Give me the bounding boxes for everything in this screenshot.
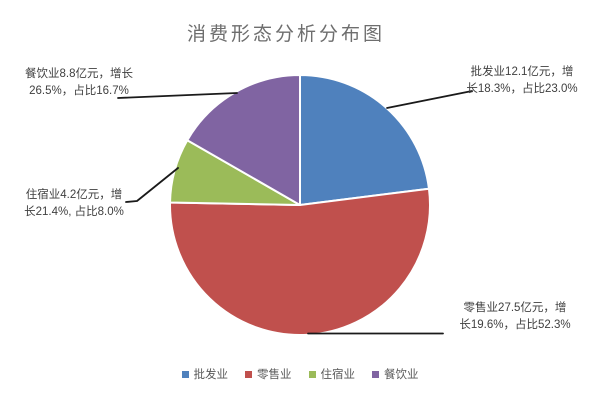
leader-line-wholesale [386,90,473,109]
data-label-retail: 零售业27.5亿元，增 长19.6%，占比52.3% [438,300,592,334]
pie-slice-批发业 [299,74,430,206]
legend-label-retail: 零售业 [257,369,292,381]
data-label-catering-line1: 餐饮业8.8亿元，增长 [25,68,133,80]
legend-label-wholesale: 批发业 [193,369,229,381]
data-label-wholesale-line2: 长18.3%，占比23.0% [466,83,578,95]
chart-title: 消费形态分析分布图 [186,24,385,45]
legend-item-accommodation: 住宿业 [308,366,356,382]
legend-swatch-accommodation-icon [308,370,316,378]
data-label-catering-line2: 26.5%，占比16.7% [29,85,129,97]
legend-item-catering: 餐饮业 [372,366,419,382]
legend: 批发业 零售业 住宿业 餐饮业 [0,366,600,382]
data-label-accommodation-line2: 长21.4%, 占比8.0% [24,206,124,218]
data-label-accommodation-line1: 住宿业4.2亿元，增 [25,189,123,201]
legend-swatch-retail-icon [245,370,252,378]
leader-lines [117,90,473,335]
leader-line-accommodation [125,167,179,203]
legend-item-retail: 零售业 [245,366,292,382]
leader-line-catering [117,92,238,99]
pie-group [169,74,431,336]
data-label-catering: 餐饮业8.8亿元，增长 26.5%，占比16.7% [2,66,156,100]
data-label-accommodation: 住宿业4.2亿元，增 长21.4%, 占比8.0% [8,187,140,221]
legend-label-accommodation: 住宿业 [320,369,356,381]
legend-item-wholesale: 批发业 [181,366,229,382]
data-label-retail-line2: 长19.6%，占比52.3% [459,319,571,331]
pie-slice-零售业 [169,187,431,336]
legend-label-catering: 餐饮业 [384,369,419,381]
data-label-wholesale: 批发业12.1亿元，增 长18.3%，占比23.0% [448,64,596,98]
legend-swatch-wholesale-icon [181,370,189,378]
data-label-wholesale-line1: 批发业12.1亿元，增 [470,66,574,78]
data-label-retail-line1: 零售业27.5亿元，增 [463,302,567,314]
legend-swatch-catering-icon [372,370,379,378]
